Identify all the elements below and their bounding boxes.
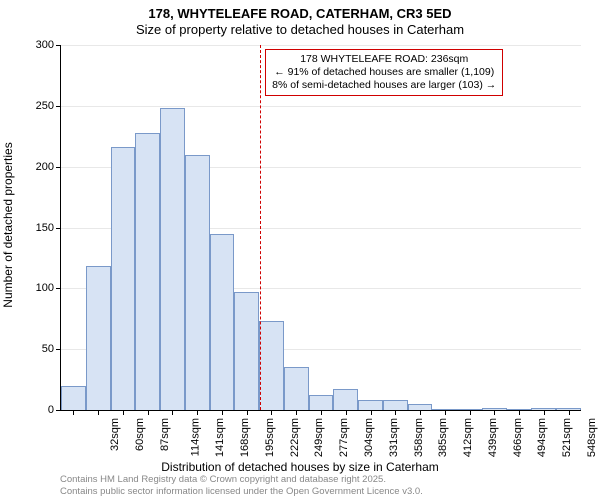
histogram-bar — [259, 321, 284, 410]
xtick-label: 195sqm — [264, 418, 276, 457]
ytick-mark — [56, 167, 61, 168]
annotation-line-3: 8% of semi-detached houses are larger (1… — [272, 79, 496, 92]
xtick-label: 521sqm — [561, 418, 573, 457]
xtick-mark — [395, 410, 396, 415]
xtick-mark — [296, 410, 297, 415]
xtick-mark — [321, 410, 322, 415]
histogram-bar — [160, 108, 185, 410]
histogram-bar — [358, 400, 383, 410]
ytick-label: 250 — [14, 100, 54, 112]
xtick-label: 168sqm — [239, 418, 251, 457]
x-axis-label: Distribution of detached houses by size … — [0, 460, 600, 474]
annotation-line-1: 178 WHYTELEAFE ROAD: 236sqm — [272, 53, 496, 66]
chart-title-sub: Size of property relative to detached ho… — [0, 22, 600, 37]
ytick-label: 0 — [14, 404, 54, 416]
xtick-mark — [519, 410, 520, 415]
histogram-bar — [284, 367, 309, 410]
histogram-bar — [309, 395, 334, 410]
xtick-mark — [420, 410, 421, 415]
ytick-mark — [56, 288, 61, 289]
xtick-mark — [445, 410, 446, 415]
y-axis-label: Number of detached properties — [1, 142, 15, 307]
histogram-bar — [86, 266, 111, 410]
xtick-mark — [197, 410, 198, 415]
xtick-label: 358sqm — [413, 418, 425, 457]
footer-line-2: Contains public sector information licen… — [60, 486, 423, 498]
xtick-mark — [470, 410, 471, 415]
histogram-bar — [111, 147, 136, 410]
xtick-label: 114sqm — [189, 418, 201, 456]
chart-title-main: 178, WHYTELEAFE ROAD, CATERHAM, CR3 5ED — [0, 6, 600, 21]
xtick-mark — [494, 410, 495, 415]
chart-container: 178, WHYTELEAFE ROAD, CATERHAM, CR3 5ED … — [0, 0, 600, 500]
xtick-label: 412sqm — [462, 418, 474, 457]
ytick-label: 150 — [14, 222, 54, 234]
xtick-label: 331sqm — [388, 418, 400, 457]
xtick-mark — [123, 410, 124, 415]
plot-area — [60, 45, 581, 411]
xtick-mark — [346, 410, 347, 415]
ytick-label: 200 — [14, 161, 54, 173]
xtick-label: 277sqm — [338, 418, 350, 457]
histogram-bar — [210, 234, 235, 410]
ytick-mark — [56, 45, 61, 46]
ytick-mark — [56, 410, 61, 411]
xtick-mark — [247, 410, 248, 415]
xtick-label: 385sqm — [437, 418, 449, 457]
xtick-mark — [271, 410, 272, 415]
xtick-mark — [544, 410, 545, 415]
xtick-label: 249sqm — [314, 418, 326, 457]
xtick-label: 141sqm — [215, 418, 227, 457]
histogram-bar — [61, 386, 86, 410]
annotation-line-2: ← 91% of detached houses are smaller (1,… — [272, 66, 496, 79]
histogram-bar — [135, 133, 160, 410]
xtick-label: 87sqm — [159, 418, 171, 451]
xtick-mark — [98, 410, 99, 415]
ytick-label: 100 — [14, 282, 54, 294]
reference-line — [260, 45, 261, 410]
histogram-bar — [234, 292, 259, 410]
xtick-label: 548sqm — [586, 418, 598, 457]
footer-attribution: Contains HM Land Registry data © Crown c… — [60, 474, 423, 498]
xtick-label: 466sqm — [512, 418, 524, 457]
ytick-mark — [56, 228, 61, 229]
xtick-label: 60sqm — [134, 418, 146, 451]
histogram-bar — [383, 400, 408, 410]
histogram-bar — [333, 389, 358, 410]
xtick-mark — [371, 410, 372, 415]
xtick-label: 304sqm — [363, 418, 375, 457]
gridline — [61, 45, 581, 46]
ytick-mark — [56, 106, 61, 107]
xtick-mark — [172, 410, 173, 415]
xtick-label: 494sqm — [536, 418, 548, 457]
annotation-box: 178 WHYTELEAFE ROAD: 236sqm ← 91% of det… — [265, 49, 503, 96]
footer-line-1: Contains HM Land Registry data © Crown c… — [60, 474, 423, 486]
xtick-mark — [148, 410, 149, 415]
gridline — [61, 106, 581, 107]
ytick-label: 50 — [14, 343, 54, 355]
xtick-mark — [73, 410, 74, 415]
ytick-label: 300 — [14, 39, 54, 51]
xtick-label: 222sqm — [289, 418, 301, 457]
xtick-mark — [569, 410, 570, 415]
xtick-label: 32sqm — [109, 418, 121, 451]
xtick-label: 439sqm — [487, 418, 499, 457]
xtick-mark — [222, 410, 223, 415]
histogram-bar — [185, 155, 210, 411]
ytick-mark — [56, 349, 61, 350]
